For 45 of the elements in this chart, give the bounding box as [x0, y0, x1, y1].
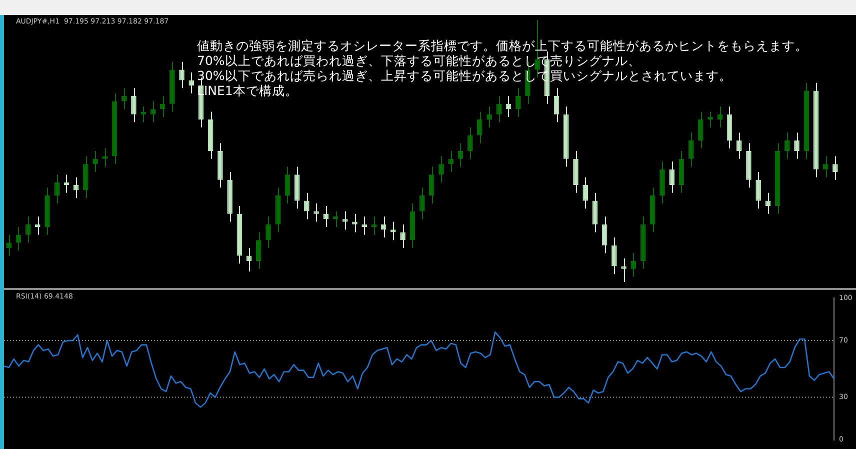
candlestick — [284, 166, 290, 204]
candlestick — [150, 100, 156, 123]
candlestick — [736, 132, 742, 160]
candlestick — [131, 88, 136, 123]
candlestick — [266, 216, 271, 248]
candlestick — [496, 95, 502, 123]
candlestick — [428, 166, 434, 204]
candlestick — [304, 192, 310, 220]
candlestick — [717, 106, 723, 128]
candlestick — [92, 150, 98, 172]
candlestick — [630, 252, 636, 278]
candlestick — [554, 88, 560, 123]
candlestick — [458, 142, 464, 168]
candlestick — [602, 216, 608, 254]
candlestick — [419, 187, 425, 220]
candlestick — [822, 156, 828, 178]
candlestick — [582, 176, 588, 210]
candlestick — [121, 88, 127, 110]
candlestick — [832, 156, 838, 180]
candlestick — [688, 132, 694, 168]
candlestick — [448, 150, 454, 172]
candlestick — [179, 61, 184, 89]
candlestick — [400, 224, 406, 248]
candlestick — [612, 236, 617, 275]
candlestick — [73, 176, 79, 199]
candlestick — [102, 148, 108, 168]
candlestick — [438, 156, 444, 183]
candlestick — [698, 111, 704, 149]
candlestick — [25, 216, 31, 244]
candlestick — [784, 132, 790, 160]
candlestick — [515, 88, 521, 118]
candlestick — [486, 106, 492, 128]
candlestick — [756, 171, 761, 210]
annotation: 値動きの強弱を測定するオシレーター系指標です。価格が上下する可能性があるかヒントをもらえます。 — [197, 38, 808, 53]
candlestick — [54, 174, 60, 204]
candlestick — [669, 160, 674, 194]
candlestick — [6, 234, 12, 256]
candlestick — [477, 111, 482, 144]
candlestick — [467, 126, 473, 160]
candlestick — [256, 232, 262, 270]
candlestick — [140, 106, 146, 123]
candlestick — [352, 213, 358, 233]
candlestick — [794, 132, 800, 160]
candlestick — [188, 72, 194, 94]
candlestick — [592, 192, 598, 233]
